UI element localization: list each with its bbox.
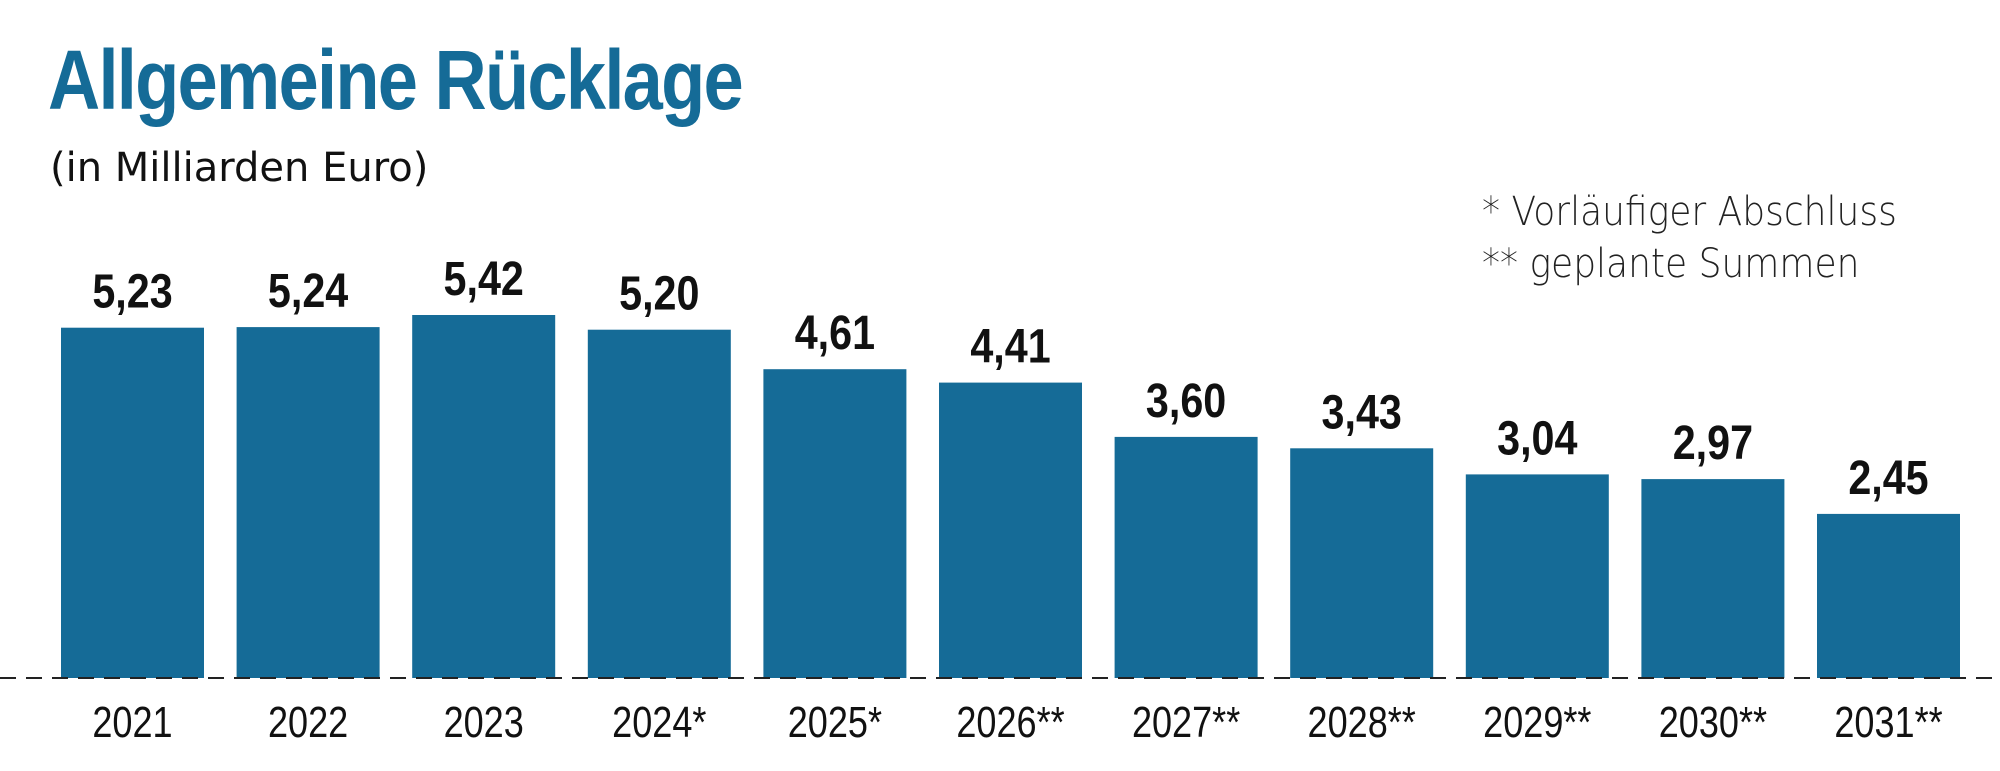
bar-2026 (939, 382, 1082, 678)
bar-2027 (1114, 436, 1258, 678)
x-tick-2023: 2023 (444, 698, 524, 747)
x-tick-2022: 2022 (268, 698, 348, 747)
footnote-preliminary: * Vorläufiger Abschluss (1482, 189, 1897, 235)
footnotes: * Vorläufiger Abschluss ** geplante Summ… (1482, 186, 1943, 290)
value-label-2026: 4,41 (970, 320, 1050, 374)
chart-title: Allgemeine Rücklage (48, 33, 744, 127)
x-tick-2030: 2030** (1659, 698, 1768, 747)
value-label-2027: 3,60 (1146, 374, 1226, 428)
bar-2028 (1290, 448, 1434, 678)
bar-2024 (587, 329, 731, 678)
value-label-2029: 3,04 (1497, 412, 1577, 466)
value-labels-group: 5,23 5,24 5,42 5,20 4,61 4,41 3,60 3,43 3,04 2,97… (92, 252, 1928, 505)
chart-subtitle: (in Milliarden Euro) (50, 145, 429, 191)
x-tick-2028: 2028** (1308, 698, 1417, 747)
bars-group (61, 315, 1960, 678)
bar-2029 (1465, 474, 1609, 678)
value-label-2021: 5,23 (92, 265, 172, 319)
x-tick-2025: 2025* (788, 698, 883, 747)
value-label-2024: 5,20 (619, 267, 699, 321)
x-tick-2029: 2029** (1483, 698, 1592, 747)
x-tick-2026: 2026** (956, 698, 1065, 747)
bar-2025 (763, 369, 907, 678)
value-label-2023: 5,42 (444, 252, 524, 306)
bar-2030 (1641, 479, 1785, 678)
footnote-planned: ** geplante Summen (1482, 241, 1860, 287)
x-tick-2024: 2024* (612, 698, 707, 747)
bar-2021 (61, 327, 204, 678)
bar-2023 (412, 315, 556, 678)
x-tick-labels-group: 2021 2022 2023 2024* 2025* 2026** 2027** 2028**… (92, 698, 1943, 747)
value-label-2022: 5,24 (268, 264, 348, 318)
value-label-2028: 3,43 (1322, 385, 1402, 439)
bar-2022 (236, 327, 380, 678)
value-label-2030: 2,97 (1673, 416, 1753, 470)
value-label-2025: 4,61 (795, 306, 875, 360)
x-tick-2027: 2027** (1132, 698, 1241, 747)
value-label-2031: 2,45 (1848, 451, 1928, 505)
x-tick-2031: 2031** (1834, 698, 1943, 747)
bar-2031 (1817, 513, 1960, 678)
x-tick-2021: 2021 (92, 698, 172, 747)
